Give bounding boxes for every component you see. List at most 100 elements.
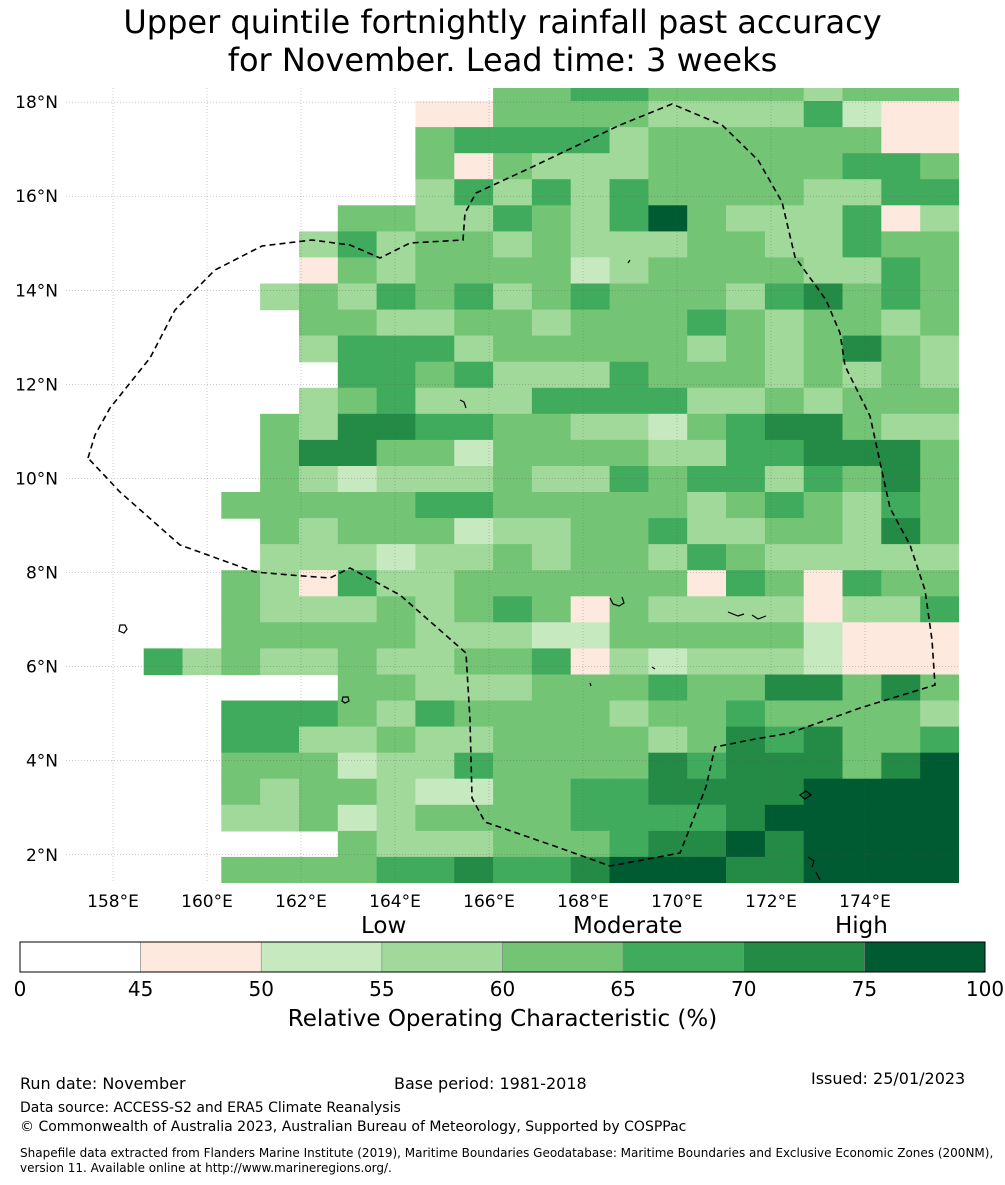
grid-cell <box>648 257 688 285</box>
grid-cell <box>454 205 494 232</box>
grid-cell <box>726 153 766 180</box>
grid-cell <box>415 492 455 519</box>
grid-cell <box>764 596 805 623</box>
grid-cell <box>376 413 416 441</box>
grid-cell <box>842 127 882 154</box>
grid-cell <box>609 830 649 858</box>
grid-cell <box>531 127 572 154</box>
grid-cell <box>260 778 300 806</box>
grid-cell <box>842 88 882 102</box>
grid-cell <box>687 361 727 389</box>
grid-cell <box>299 413 339 441</box>
grid-cell <box>648 231 688 259</box>
grid-cell <box>454 856 494 883</box>
grid-cell <box>726 283 766 311</box>
grid-cell <box>803 231 844 259</box>
grid-cell <box>726 466 766 493</box>
grid-cell <box>803 830 844 858</box>
base-period: Base period: 1981-2018 <box>394 1074 587 1093</box>
grid-cell <box>337 778 378 806</box>
grid-cell <box>764 778 805 806</box>
grid-cell <box>920 283 959 311</box>
grid-cell <box>842 674 882 702</box>
grid-cell <box>570 101 611 128</box>
map-title-line-1: Upper quintile fortnightly rainfall past… <box>123 3 882 41</box>
grid-cell <box>570 153 611 180</box>
grid-cell <box>803 544 844 571</box>
grid-cell <box>337 335 378 363</box>
grid-cell <box>687 88 727 102</box>
grid-cell <box>454 335 494 363</box>
grid-cell <box>842 596 882 623</box>
grid-cell <box>454 674 494 702</box>
grid-cell <box>726 622 766 649</box>
grid-cell <box>609 596 649 623</box>
grid-cell <box>881 570 921 597</box>
grid-cell <box>454 153 494 180</box>
grid-cell <box>803 804 844 832</box>
grid-cell <box>299 231 339 259</box>
grid-cell <box>493 700 533 728</box>
colorbar-axis-title: Relative Operating Characteristic (%) <box>287 1006 718 1032</box>
grid-cell <box>648 752 688 780</box>
grid-cell <box>648 700 688 728</box>
grid-cell <box>764 518 805 545</box>
grid-cell <box>454 127 494 154</box>
grid-cell <box>337 726 378 754</box>
grid-cell <box>299 335 339 363</box>
grid-cell <box>493 361 533 389</box>
grid-cell <box>260 856 300 883</box>
grid-cell <box>376 361 416 389</box>
grid-cell <box>764 179 805 206</box>
grid-cell <box>803 309 844 337</box>
grid-cell <box>920 101 959 128</box>
longitude-label: 166°E <box>463 892 515 912</box>
colorbar-swatch <box>502 941 624 973</box>
grid-cell <box>687 544 727 571</box>
colorbar-tick-label: 70 <box>731 977 756 1001</box>
grid-cell <box>920 856 959 883</box>
grid-cell <box>376 804 416 832</box>
grid-cell <box>881 596 921 623</box>
grid-cell <box>881 257 921 285</box>
grid-cell <box>764 413 805 441</box>
grid-cell <box>687 778 727 806</box>
grid-cell <box>493 205 533 232</box>
grid-cell <box>842 101 882 128</box>
grid-cell <box>415 413 455 441</box>
grid-cell <box>842 283 882 311</box>
grid-cell <box>764 127 805 154</box>
grid-cell <box>260 752 300 780</box>
grid-cell <box>260 570 300 597</box>
grid-cell <box>415 648 455 676</box>
grid-cell <box>570 361 611 389</box>
grid-cell <box>570 335 611 363</box>
grid-cell <box>881 466 921 493</box>
grid-cell <box>493 466 533 493</box>
grid-cell <box>881 726 921 754</box>
grid-cell <box>687 335 727 363</box>
grid-cell <box>415 544 455 571</box>
grid-cell <box>337 466 378 493</box>
grid-cell <box>764 856 805 883</box>
grid-cell <box>648 830 688 858</box>
grid-cell <box>415 387 455 415</box>
grid-cell <box>570 309 611 337</box>
grid-cell <box>687 726 727 754</box>
grid-cell <box>920 596 959 623</box>
grid-cell <box>764 361 805 389</box>
grid-cell <box>337 439 378 467</box>
grid-cell <box>493 674 533 702</box>
grid-cell <box>570 466 611 493</box>
grid-cell <box>842 439 882 467</box>
grid-cell <box>376 856 416 883</box>
colorbar-label-low: Low <box>361 913 407 939</box>
grid-cell <box>687 804 727 832</box>
grid-cell <box>570 544 611 571</box>
grid-cell <box>454 596 494 623</box>
grid-cell <box>803 492 844 519</box>
grid-cell <box>609 413 649 441</box>
grid-cell <box>920 361 959 389</box>
grid-cell <box>299 726 339 754</box>
